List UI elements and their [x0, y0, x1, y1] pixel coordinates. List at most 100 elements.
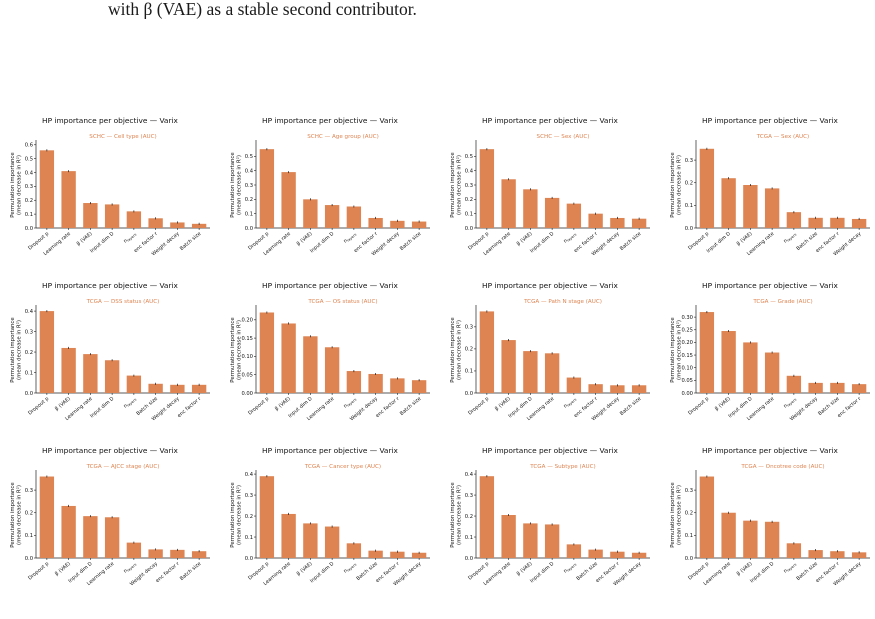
bar	[390, 551, 405, 558]
chart-subtitle: TCGA — Oncotree code (AUC)	[740, 464, 824, 470]
bar	[324, 347, 340, 393]
x-tick-label: nlayers	[123, 561, 138, 575]
chart-subtitle: TCGA — OS status (AUC)	[307, 299, 377, 305]
x-tick-label: β (VAE)	[54, 561, 72, 577]
y-axis-label: Permutation importance(mean decrease in …	[230, 482, 242, 548]
bar	[324, 526, 340, 558]
bar	[699, 312, 715, 393]
bar	[830, 382, 845, 393]
y-tick-label: 0.00	[241, 391, 253, 397]
y-tick-label: 0.05	[681, 378, 693, 384]
x-tick-label: Batch size	[179, 561, 203, 582]
y-axis-label: Permutation importance(mean decrease in …	[670, 482, 682, 548]
y-tick-label: 0.1	[465, 369, 473, 375]
y-tick-label: 0.3	[465, 493, 473, 499]
x-tick-label: nlayers	[563, 561, 578, 575]
chart-panel: HP importance per objective — Varix TCGA …	[228, 442, 444, 607]
chart-panel: HP importance per objective — Varix TCGA …	[448, 277, 664, 442]
x-tick-label: enc factor r	[836, 395, 863, 419]
chart-title: HP importance per objective — Varix	[262, 281, 399, 290]
x-tick-label: nlayers	[343, 231, 358, 245]
chart-title: HP importance per objective — Varix	[702, 446, 839, 455]
chart-subtitle: SCHC — Age group (AUC)	[307, 134, 379, 140]
bar	[764, 352, 780, 393]
y-tick-label: 0.2	[685, 181, 693, 187]
x-tick-label: Input dim D	[309, 231, 336, 255]
bar	[83, 203, 98, 228]
bar	[699, 148, 715, 228]
x-tick-label: nlayers	[783, 561, 798, 575]
x-tick-label: enc factor r	[155, 560, 182, 584]
y-tick-label: 0.3	[25, 488, 33, 494]
y-tick-label: 0.1	[685, 203, 693, 209]
bar-chart-svg: HP importance per objective — Varix TCGA …	[670, 446, 870, 587]
bar	[721, 512, 736, 558]
bar	[631, 218, 647, 228]
y-tick-label: 0.20	[241, 318, 253, 324]
x-tick-label: nlayers	[783, 396, 798, 410]
y-tick-label: 0.2	[685, 511, 693, 517]
bar	[523, 351, 538, 393]
chart-subtitle: TCGA — Subtype (AUC)	[529, 464, 595, 470]
bar	[411, 221, 427, 228]
bar	[501, 179, 516, 228]
y-axis-label: Permutation importance(mean decrease in …	[450, 317, 462, 383]
bar	[610, 385, 625, 393]
bar-chart-svg: HP importance per objective — Varix TCGA …	[230, 446, 430, 587]
bar	[501, 515, 516, 558]
bar-chart-svg: HP importance per objective — Varix TCGA …	[450, 281, 650, 422]
bar	[743, 520, 758, 558]
bar	[346, 371, 362, 393]
bar	[126, 542, 142, 558]
bar	[411, 380, 427, 393]
bar	[588, 384, 603, 393]
bar	[786, 543, 802, 558]
y-axis-label: Permutation importance(mean decrease in …	[10, 482, 22, 548]
x-tick-label: β (VAE)	[274, 396, 292, 412]
y-tick-label: 0.1	[25, 533, 33, 539]
bar	[39, 150, 55, 228]
chart-title: HP importance per objective — Varix	[262, 446, 399, 455]
bar	[721, 331, 736, 393]
y-tick-label: 0.3	[465, 325, 473, 331]
chart-subtitle: TCGA — Cancer type (AUC)	[304, 464, 381, 470]
bar	[148, 218, 163, 228]
x-tick-label: Input dim D	[749, 561, 776, 585]
bar	[851, 218, 867, 228]
x-tick-label: Input dim D	[706, 231, 733, 255]
bar-chart-svg: HP importance per objective — Varix SCHC …	[10, 116, 210, 257]
y-tick-label: 0.4	[245, 472, 254, 478]
bar-chart-svg: HP importance per objective — Varix SCHC …	[450, 116, 650, 257]
x-tick-label: nlayers	[563, 231, 578, 245]
bar	[764, 188, 780, 228]
bar-chart-svg: HP importance per objective — Varix TCGA …	[230, 281, 430, 422]
bar	[39, 476, 55, 558]
chart-title: HP importance per objective — Varix	[42, 281, 179, 290]
y-tick-label: 0.1	[465, 535, 473, 541]
bar	[170, 549, 185, 558]
x-tick-label: Dropout p	[687, 396, 710, 417]
y-tick-label: 0.0	[245, 556, 253, 562]
bar	[851, 384, 867, 393]
bar	[148, 549, 163, 558]
chart-panel: HP importance per objective — Varix SCHC …	[448, 112, 664, 277]
x-tick-label: β (VAE)	[296, 561, 314, 577]
x-tick-label: nlayers	[123, 396, 138, 410]
x-tick-label: β (VAE)	[516, 231, 534, 247]
x-tick-label: β (VAE)	[736, 231, 754, 247]
x-tick-label: β (VAE)	[54, 396, 72, 412]
bar	[743, 342, 758, 393]
y-tick-label: 0.0	[465, 226, 473, 232]
bar-chart-svg: HP importance per objective — Varix TCGA …	[10, 446, 210, 587]
chart-title: HP importance per objective — Varix	[702, 116, 839, 125]
bar-chart-svg: HP importance per objective — Varix SCHC …	[230, 116, 430, 257]
y-tick-label: 0.1	[465, 211, 473, 217]
bar	[148, 383, 163, 393]
bar	[566, 203, 582, 228]
x-tick-label: β (VAE)	[76, 231, 94, 247]
x-tick-label: Input dim D	[309, 561, 336, 585]
chart-panel: HP importance per objective — Varix TCGA …	[668, 112, 875, 277]
bar	[303, 523, 318, 558]
bar	[699, 476, 715, 558]
